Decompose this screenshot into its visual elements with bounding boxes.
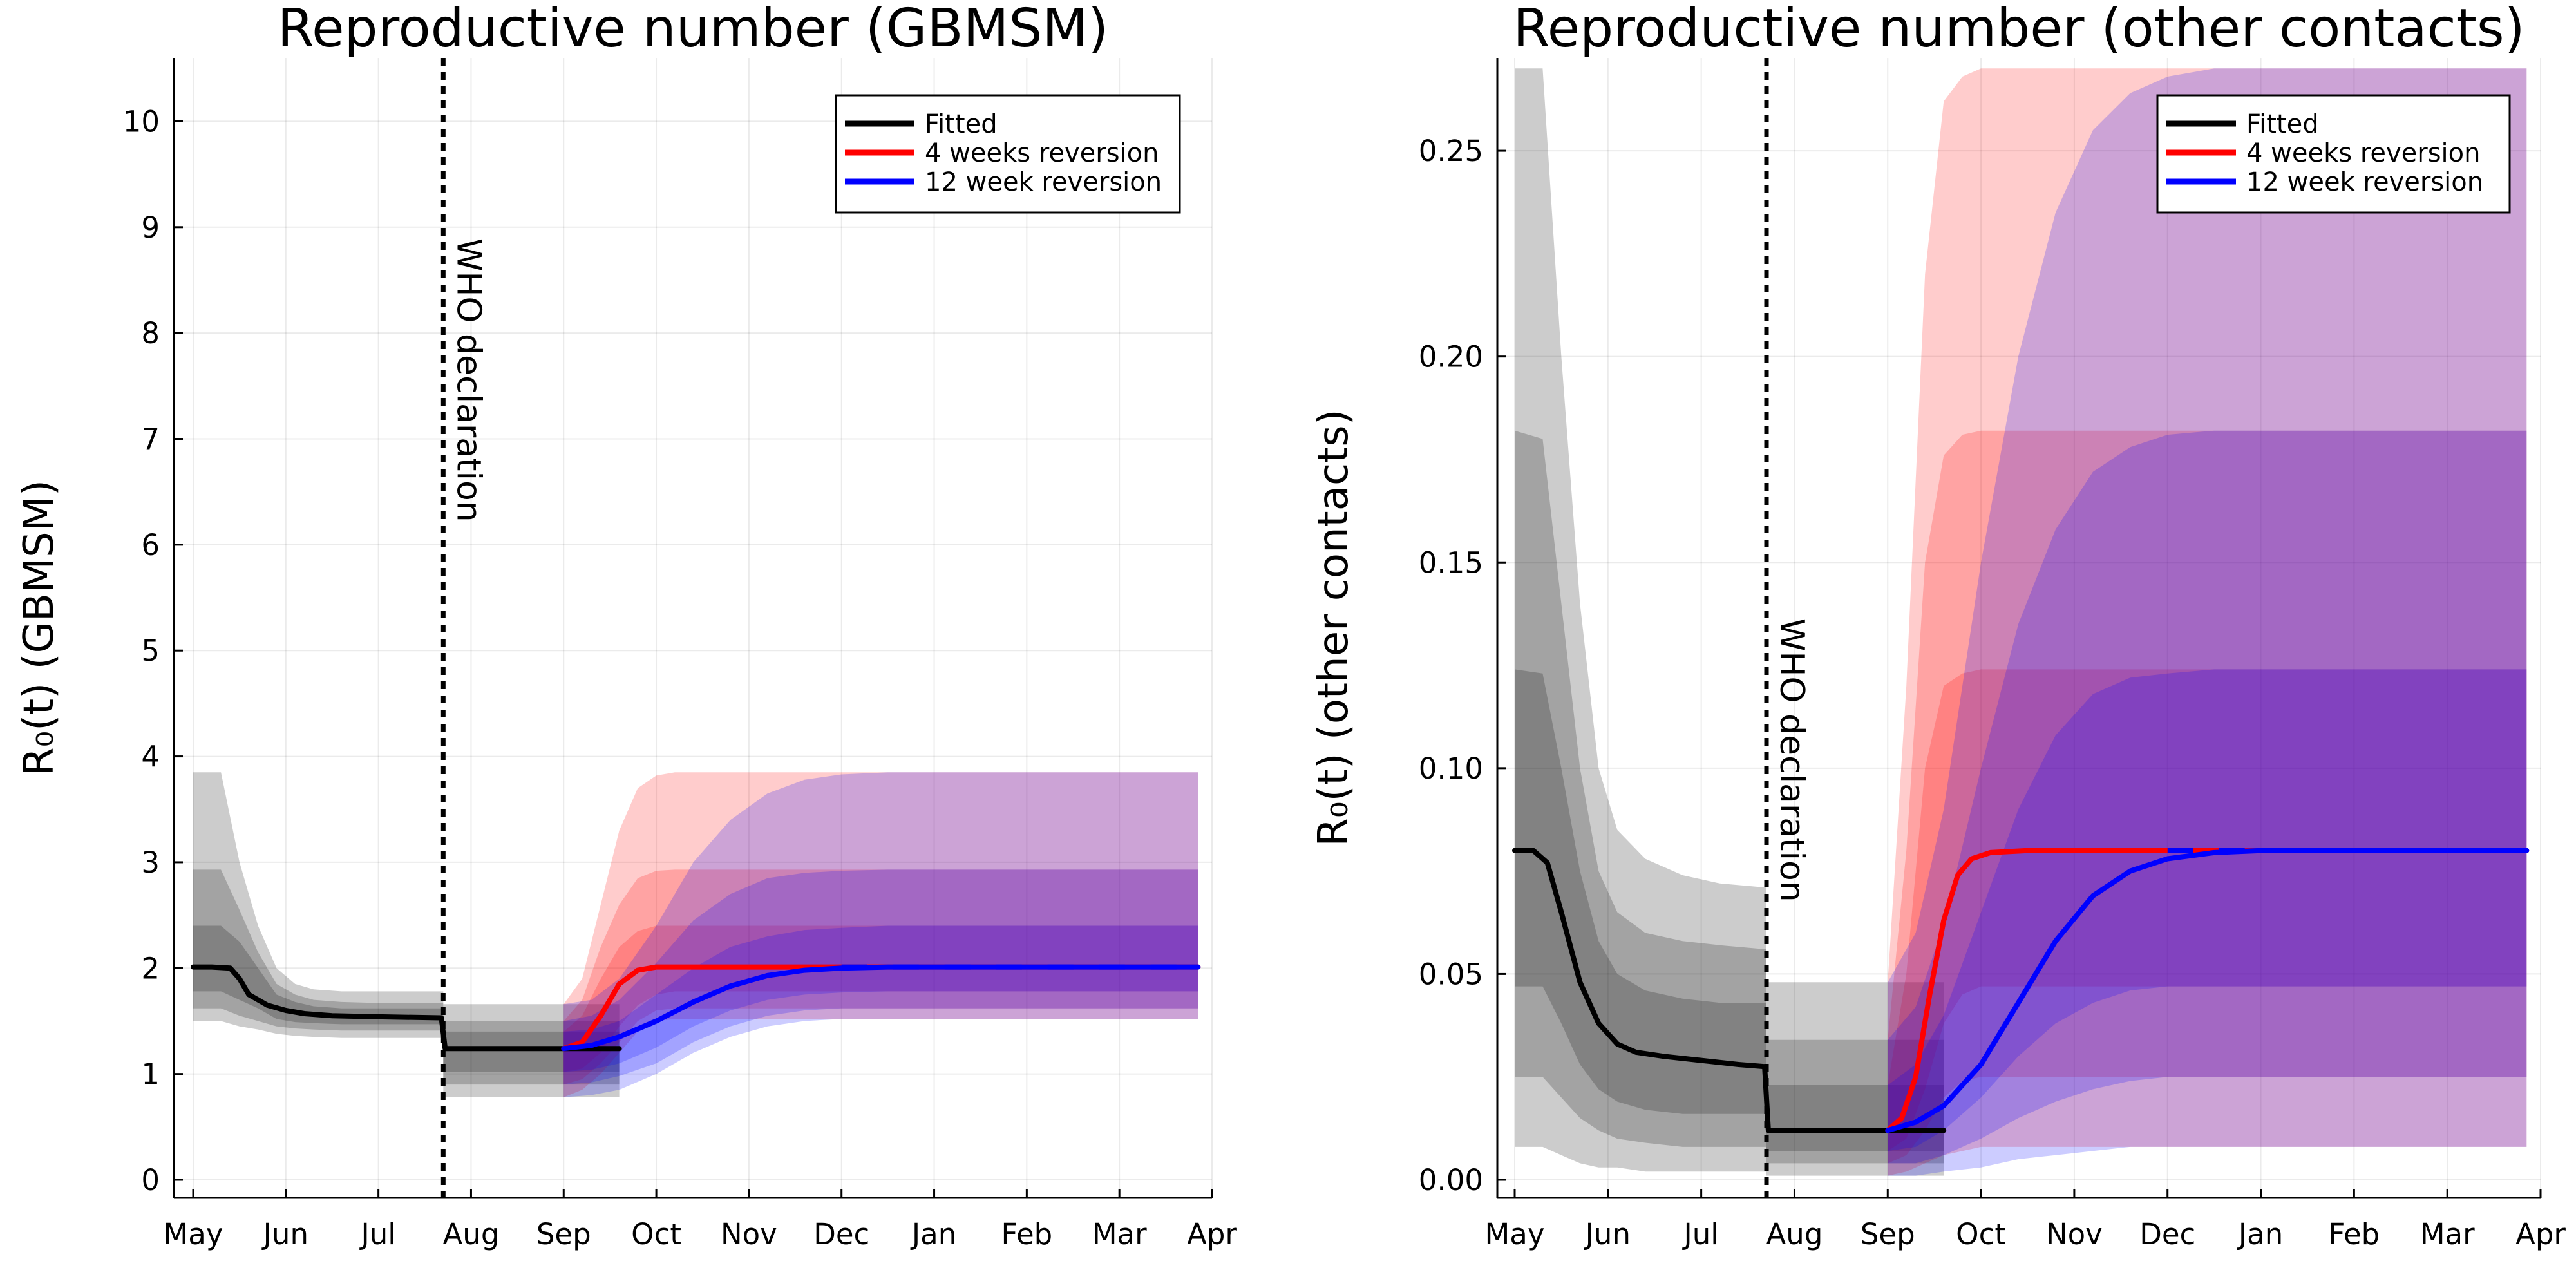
- band-7: [1888, 430, 2527, 1164]
- band-2: [1515, 669, 1766, 1114]
- band-6: [1888, 68, 2527, 1176]
- x-tick-label: Feb: [1001, 1217, 1053, 1251]
- x-tick-label: Mar: [2420, 1217, 2475, 1251]
- band-8: [564, 925, 1198, 1072]
- legend-label: 4 weeks reversion: [2246, 138, 2481, 168]
- y-tick-label: 5: [141, 634, 160, 668]
- x-tick-label: Aug: [443, 1217, 500, 1251]
- y-tick-labels: 0 1 2 3 4 5 6 7 8 9 10: [123, 104, 160, 1197]
- y-tick-label: 0.20: [1419, 340, 1483, 374]
- x-tick-label: Dec: [813, 1217, 869, 1251]
- series-line-2: [561, 964, 1201, 1052]
- axes: [1496, 58, 2542, 1199]
- series-line-2: [1885, 848, 2530, 1133]
- y-tick-label: 4: [141, 740, 160, 774]
- x-tick-label: Sep: [1861, 1217, 1915, 1251]
- x-tick-label: Aug: [1766, 1217, 1823, 1251]
- legend-label: 12 week reversion: [925, 167, 1162, 197]
- band-6: [564, 772, 1198, 1097]
- y-tick-label: 1: [141, 1057, 160, 1092]
- legend-label: Fitted: [2246, 109, 2319, 139]
- x-tick-label: Apr: [1187, 1217, 1237, 1251]
- annotation-who-declaration: WHO declaration: [449, 238, 488, 522]
- chart-title: Reproductive number (other contacts): [1513, 0, 2524, 59]
- x-tick-label: May: [1484, 1217, 1544, 1251]
- x-tick-label: May: [163, 1217, 223, 1251]
- y-tick-label: 0.00: [1419, 1163, 1483, 1197]
- band-5: [443, 1031, 620, 1072]
- series-lines: [191, 964, 1201, 1052]
- axes: [173, 58, 1213, 1199]
- x-tick-labels: May Jun Jul Aug Sep Oct Nov Dec Jan Feb Mar Apr: [1484, 1217, 2566, 1251]
- band-11: [564, 925, 1198, 1072]
- y-tick-label: 7: [141, 422, 160, 457]
- chart-title: Reproductive number (GBMSM): [278, 0, 1108, 59]
- y-tick-label: 0: [141, 1163, 160, 1197]
- y-tick-label: 0.15: [1419, 545, 1483, 580]
- y-tick-labels: 0.00 0.05 0.10 0.15 0.20 0.25: [1419, 134, 1483, 1197]
- y-tick-label: 0.05: [1419, 957, 1483, 991]
- series-line-0: [191, 964, 622, 1052]
- y-tick-label: 3: [141, 846, 160, 880]
- band-10: [1888, 430, 2527, 1164]
- x-tick-label: Feb: [2329, 1217, 2380, 1251]
- y-axis-label: R₀(t) (GBMSM): [15, 480, 63, 776]
- band-4: [443, 1021, 620, 1085]
- x-tick-label: Jun: [1584, 1217, 1631, 1251]
- x-tick-label: Jan: [2237, 1217, 2283, 1251]
- x-tick-labels: May Jun Jul Aug Sep Oct Nov Dec Jan Feb Mar Apr: [163, 1217, 1237, 1251]
- legend-label: Fitted: [925, 109, 998, 139]
- gridlines: [1497, 58, 2541, 1198]
- x-tick-label: Apr: [2515, 1217, 2566, 1251]
- legend-label: 12 week reversion: [2246, 167, 2483, 197]
- x-tick-label: Mar: [1092, 1217, 1147, 1251]
- x-tick-label: Sep: [536, 1217, 591, 1251]
- uncertainty-bands: [1515, 68, 2527, 1176]
- y-tick-label: 6: [141, 528, 160, 562]
- band-0: [1515, 68, 1766, 1172]
- y-tick-label: 8: [141, 316, 160, 350]
- band-7: [564, 869, 1198, 1085]
- band-0: [193, 772, 444, 1038]
- y-tick-label: 2: [141, 951, 160, 985]
- x-tick-label: Oct: [631, 1217, 681, 1251]
- x-tick-label: Oct: [1956, 1217, 2006, 1251]
- band-9: [564, 772, 1198, 1097]
- band-8: [1888, 669, 2527, 1151]
- uncertainty-bands: [193, 772, 1198, 1097]
- y-tick-label: 0.25: [1419, 134, 1483, 168]
- y-tick-label: 9: [141, 211, 160, 245]
- chart-other-contacts: Reproductive number (other contacts) R₀(…: [1310, 0, 2566, 1251]
- y-tick-label: 0.10: [1419, 752, 1483, 786]
- x-tick-label: Nov: [721, 1217, 777, 1251]
- x-tick-label: Nov: [2046, 1217, 2103, 1251]
- band-1: [193, 869, 444, 1031]
- x-tick-label: Jul: [1681, 1217, 1718, 1251]
- band-10: [564, 869, 1198, 1085]
- band-9: [1888, 68, 2527, 1176]
- chart-gbmsm: Reproductive number (GBMSM) R₀(t) (GBMSM…: [15, 0, 1237, 1251]
- legend-label: 4 weeks reversion: [925, 138, 1159, 168]
- x-tick-label: Jan: [910, 1217, 956, 1251]
- band-5: [1766, 1085, 1944, 1151]
- y-axis-label: R₀(t) (other contacts): [1310, 409, 1358, 846]
- x-tick-label: Jul: [359, 1217, 395, 1251]
- band-11: [1888, 669, 2527, 1151]
- annotation-who-declaration: WHO declaration: [1772, 618, 1811, 902]
- x-tick-label: Dec: [2139, 1217, 2195, 1251]
- x-tick-label: Jun: [261, 1217, 308, 1251]
- y-tick-label: 10: [123, 104, 160, 138]
